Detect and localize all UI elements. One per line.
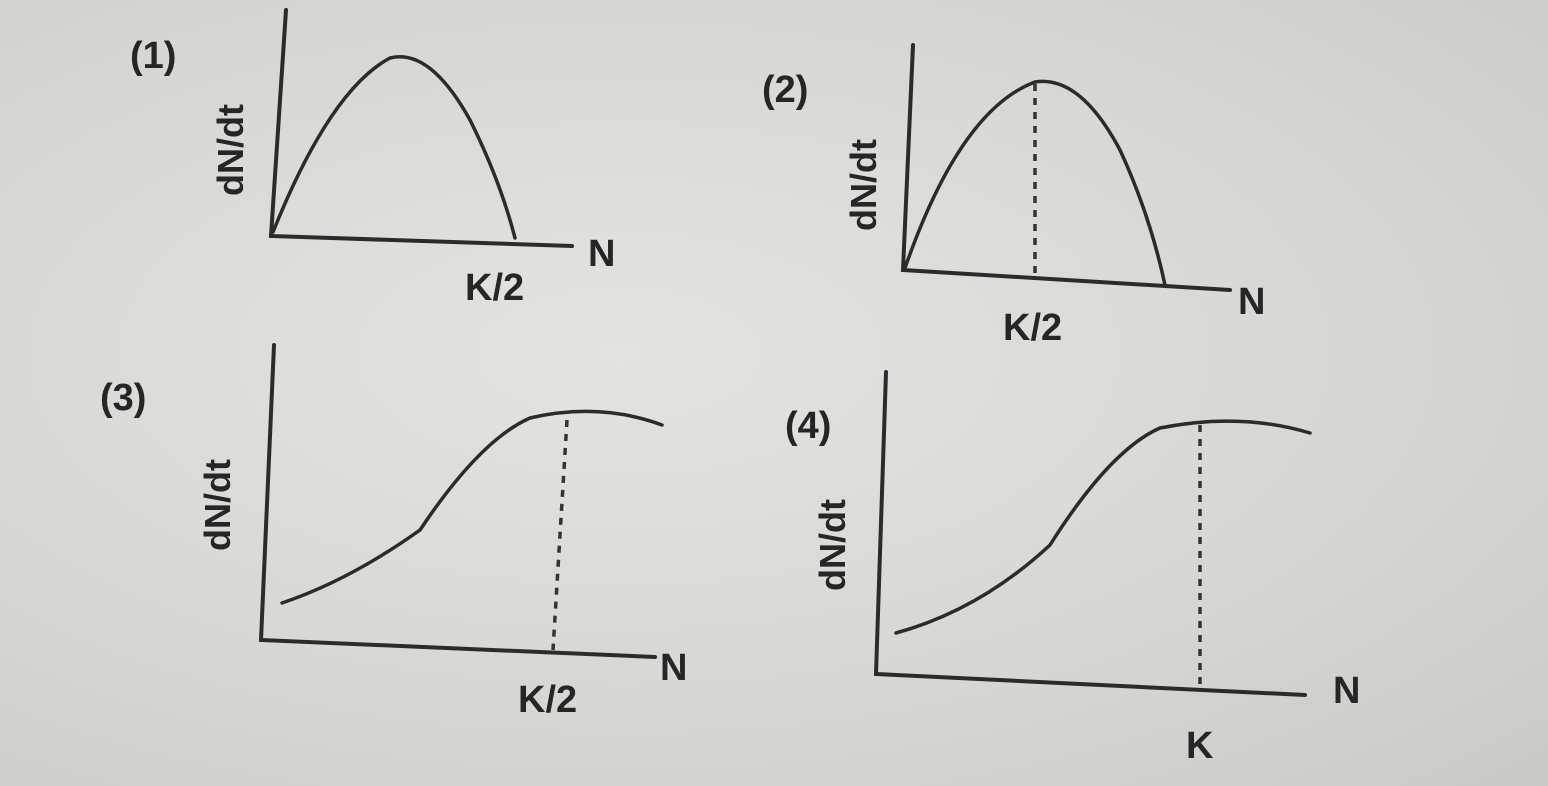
graph-1-x-axis-label: N: [588, 233, 615, 275]
graph-3-axes: [258, 343, 657, 659]
graph-2-y-axis-label: dN/dt: [843, 139, 884, 231]
graph-4-axes: [873, 370, 1307, 697]
graph-4-number: (4): [785, 405, 831, 447]
graph-3: (3) dN/dt K/2 N: [100, 343, 687, 721]
graph-1-tick-label: K/2: [465, 267, 524, 309]
graph-3-y-axis-label: dN/dt: [197, 459, 238, 551]
graph-1: (1) dN/dt K/2 N: [130, 8, 615, 309]
graph-1-axes: [268, 8, 574, 248]
graph-4-x-axis-label: N: [1333, 670, 1360, 712]
graph-4: (4) dN/dt K N: [785, 370, 1360, 767]
graph-3-number: (3): [100, 377, 146, 419]
graph-4-tick-label: K: [1186, 725, 1214, 767]
graph-3-dashed-line: [551, 419, 569, 651]
graph-2-tick-label: K/2: [1003, 307, 1062, 349]
graph-3-curve: [280, 409, 664, 605]
graph-3-tick-label: K/2: [518, 679, 577, 721]
graph-1-number: (1): [130, 35, 176, 77]
graph-1-y-axis-label: dN/dt: [210, 104, 251, 196]
graph-2-number: (2): [762, 69, 808, 111]
graph-4-curve: [894, 419, 1312, 635]
graph-3-x-axis-label: N: [660, 647, 687, 689]
graph-2: (2) dN/dt K/2 N: [762, 43, 1265, 349]
graph-2-x-axis-label: N: [1238, 281, 1265, 323]
graph-2-curve: [903, 79, 1167, 287]
graph-4-y-axis-label: dN/dt: [812, 499, 853, 591]
graph-2-axes: [900, 43, 1232, 292]
graph-1-curve: [271, 55, 517, 240]
